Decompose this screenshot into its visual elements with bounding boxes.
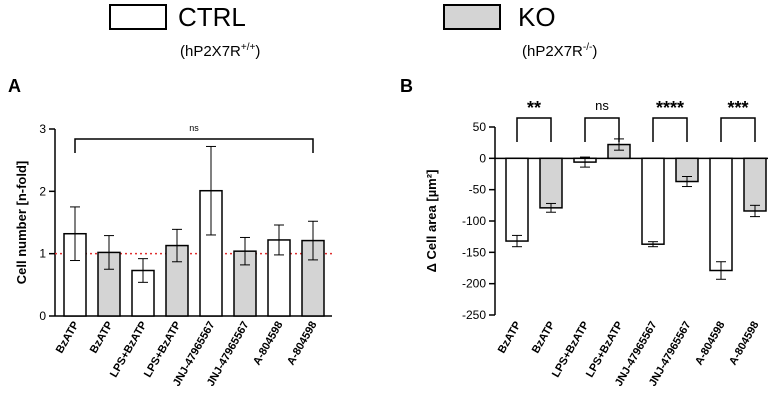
legend-ko-label: KO — [518, 2, 556, 32]
panel-b-letter: B — [400, 76, 413, 96]
panel-b-y-tick-label: 0 — [479, 151, 486, 165]
panel-a-significance-bracket-0 — [74, 138, 314, 153]
panel-b-y-tick-label: -100 — [462, 214, 486, 228]
panel-a-significance-label-0: ns — [189, 123, 199, 133]
panel-a-y-tick-label: 0 — [39, 309, 46, 323]
panel-a-y-tick-label: 1 — [39, 247, 46, 261]
legend-ctrl-genotype: (hP2X7R+/+) — [180, 40, 260, 59]
legend-ko-genotype-sup: -/- — [582, 42, 593, 53]
panel-b-significance-label-3: *** — [727, 98, 748, 118]
panel-b-y-tick-label: -50 — [469, 183, 487, 197]
panel-b-significance-label-0: ** — [527, 98, 541, 118]
legend-ctrl-genotype-base: (hP2X7R — [180, 43, 241, 60]
legend-ctrl-genotype-close: ) — [255, 43, 261, 60]
panel-b-y-tick-label: -150 — [462, 245, 486, 259]
panel-b-significance-label-2: **** — [656, 98, 684, 118]
panel-b-x-tick-label-6: A-804598 — [693, 320, 728, 368]
panel-a-x-tick-label-0: BzATP — [54, 320, 82, 356]
panel-b-significance-bracket-3 — [720, 117, 756, 142]
panel-b-y-tick-label: 50 — [473, 120, 487, 134]
panel-b-significance-bracket-1 — [584, 117, 620, 142]
panel-a-y-tick-label: 2 — [39, 184, 46, 198]
panel-a-x-tick-label-1: BzATP — [88, 320, 116, 356]
panel-b-significance-bracket-2 — [652, 117, 688, 142]
panel-a-y-axis-title: Cell number [n-fold] — [14, 161, 29, 285]
panel-b-bar-4 — [641, 157, 665, 245]
legend-ko-genotype-close: ) — [592, 43, 598, 60]
panel-b-bar-6 — [709, 157, 733, 272]
panel-b-x-tick-label-1: BzATP — [530, 320, 558, 356]
legend-ctrl-swatch — [109, 4, 167, 30]
legend-ko-genotype: (hP2X7R-/-) — [522, 40, 597, 59]
legend-ctrl-genotype-sup: +/+ — [240, 42, 256, 53]
panel-b-x-tick-label-7: A-804598 — [727, 320, 762, 368]
panel-a-x-tick-label-7: A-804598 — [285, 320, 320, 368]
panel-b-bar-7 — [743, 157, 767, 212]
panel-b-x-tick-label-0: BzATP — [496, 320, 524, 356]
panel-a-letter: A — [8, 76, 21, 96]
panel-a-y-tick-label: 3 — [39, 122, 46, 136]
panel-b-bar-1 — [539, 157, 563, 209]
panel-b-significance-bracket-0 — [516, 117, 552, 142]
panel-a-x-tick-label-6: A-804598 — [251, 320, 286, 368]
panel-b-y-axis-title: Δ Cell area [µm²] — [424, 170, 439, 273]
panel-b-y-tick-label: -200 — [462, 277, 486, 291]
legend-ctrl-label: CTRL — [178, 2, 246, 32]
legend-ko-swatch — [443, 4, 501, 30]
panel-b-significance-label-1: ns — [595, 98, 609, 113]
panel-b-bar-0 — [505, 157, 529, 242]
panel-b-y-tick-label: -250 — [462, 308, 486, 322]
legend-ko-genotype-base: (hP2X7R — [522, 43, 583, 60]
